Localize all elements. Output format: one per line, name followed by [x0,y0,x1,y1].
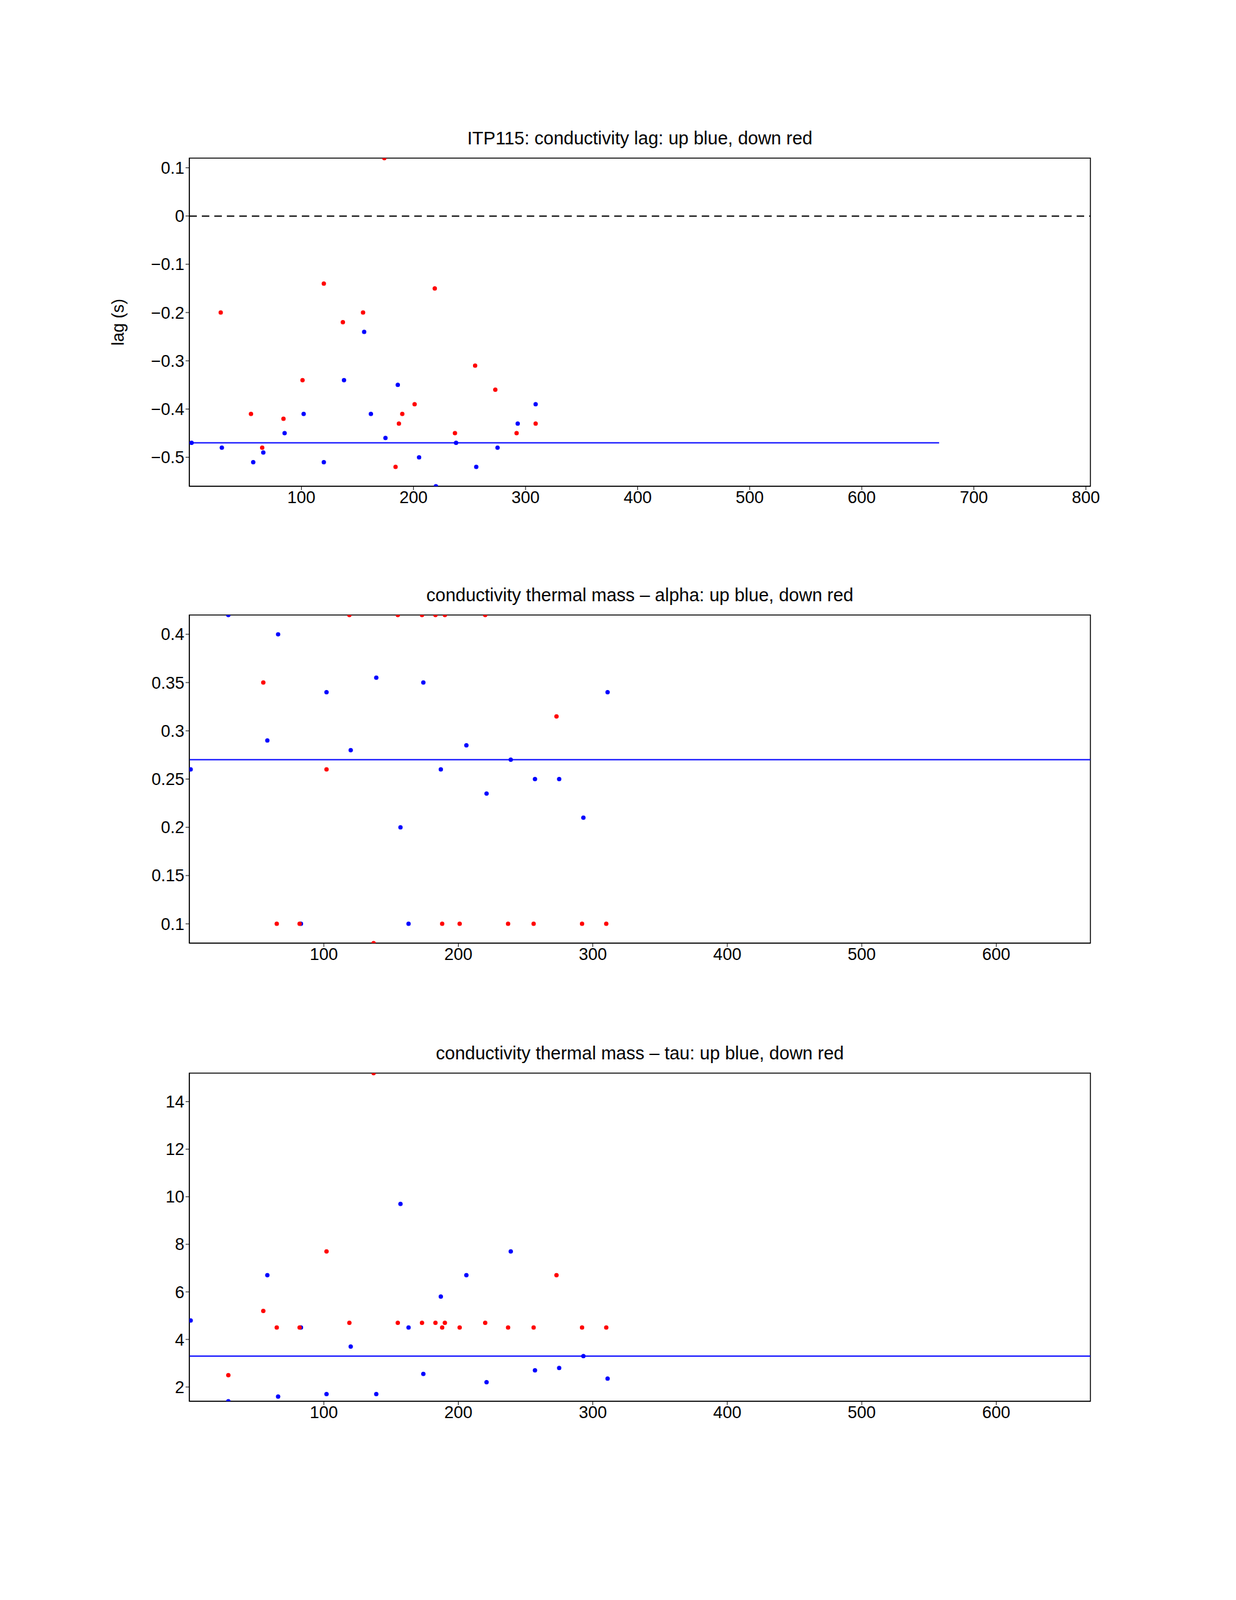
svg-text:0.1: 0.1 [160,158,185,178]
svg-text:−0.4: −0.4 [151,399,185,419]
svg-text:500: 500 [735,488,764,507]
svg-text:10: 10 [165,1187,185,1207]
svg-text:100: 100 [287,488,316,507]
svg-text:4: 4 [174,1330,185,1350]
svg-text:400: 400 [623,488,652,507]
svg-text:0.2: 0.2 [160,817,185,837]
svg-text:0.1: 0.1 [160,914,185,934]
svg-text:0.15: 0.15 [151,866,185,885]
svg-text:200: 200 [444,944,473,964]
svg-text:14: 14 [165,1092,185,1112]
svg-text:8: 8 [174,1234,185,1254]
svg-text:700: 700 [959,488,988,507]
svg-text:500: 500 [847,1402,877,1422]
svg-text:300: 300 [578,1402,607,1422]
svg-text:200: 200 [399,488,428,507]
svg-text:500: 500 [847,944,877,964]
svg-text:300: 300 [578,944,607,964]
svg-text:0: 0 [174,206,185,226]
svg-text:−0.3: −0.3 [151,351,185,371]
svg-text:300: 300 [511,488,540,507]
svg-text:100: 100 [309,1402,339,1422]
svg-text:−0.5: −0.5 [151,448,185,467]
svg-text:2: 2 [174,1377,185,1397]
svg-text:−0.1: −0.1 [151,254,185,274]
svg-text:0.35: 0.35 [151,673,185,693]
svg-text:6: 6 [174,1282,185,1302]
html-text:ITP115: conductivity lag: up b: ITP115: conductivity lag: up blue, down … [467,128,813,149]
svg-text:600: 600 [847,488,877,507]
html-text:conductivity thermal mass – al: conductivity thermal mass – alpha: up bl… [426,584,854,605]
svg-text:800: 800 [1071,488,1100,507]
svg-text:0.25: 0.25 [151,769,185,789]
svg-text:200: 200 [444,1402,473,1422]
svg-text:600: 600 [982,1402,1011,1422]
html-text:conductivity thermal mass – ta: conductivity thermal mass – tau: up blue… [435,1042,844,1063]
svg-text:600: 600 [982,944,1011,964]
svg-text:0.4: 0.4 [160,624,185,644]
svg-text:12: 12 [165,1139,185,1159]
svg-text:lag (s): lag (s) [108,298,128,346]
svg-text:−0.2: −0.2 [151,303,185,323]
svg-text:400: 400 [712,944,742,964]
svg-text:400: 400 [712,1402,742,1422]
svg-text:0.3: 0.3 [160,721,185,741]
svg-text:100: 100 [309,944,339,964]
